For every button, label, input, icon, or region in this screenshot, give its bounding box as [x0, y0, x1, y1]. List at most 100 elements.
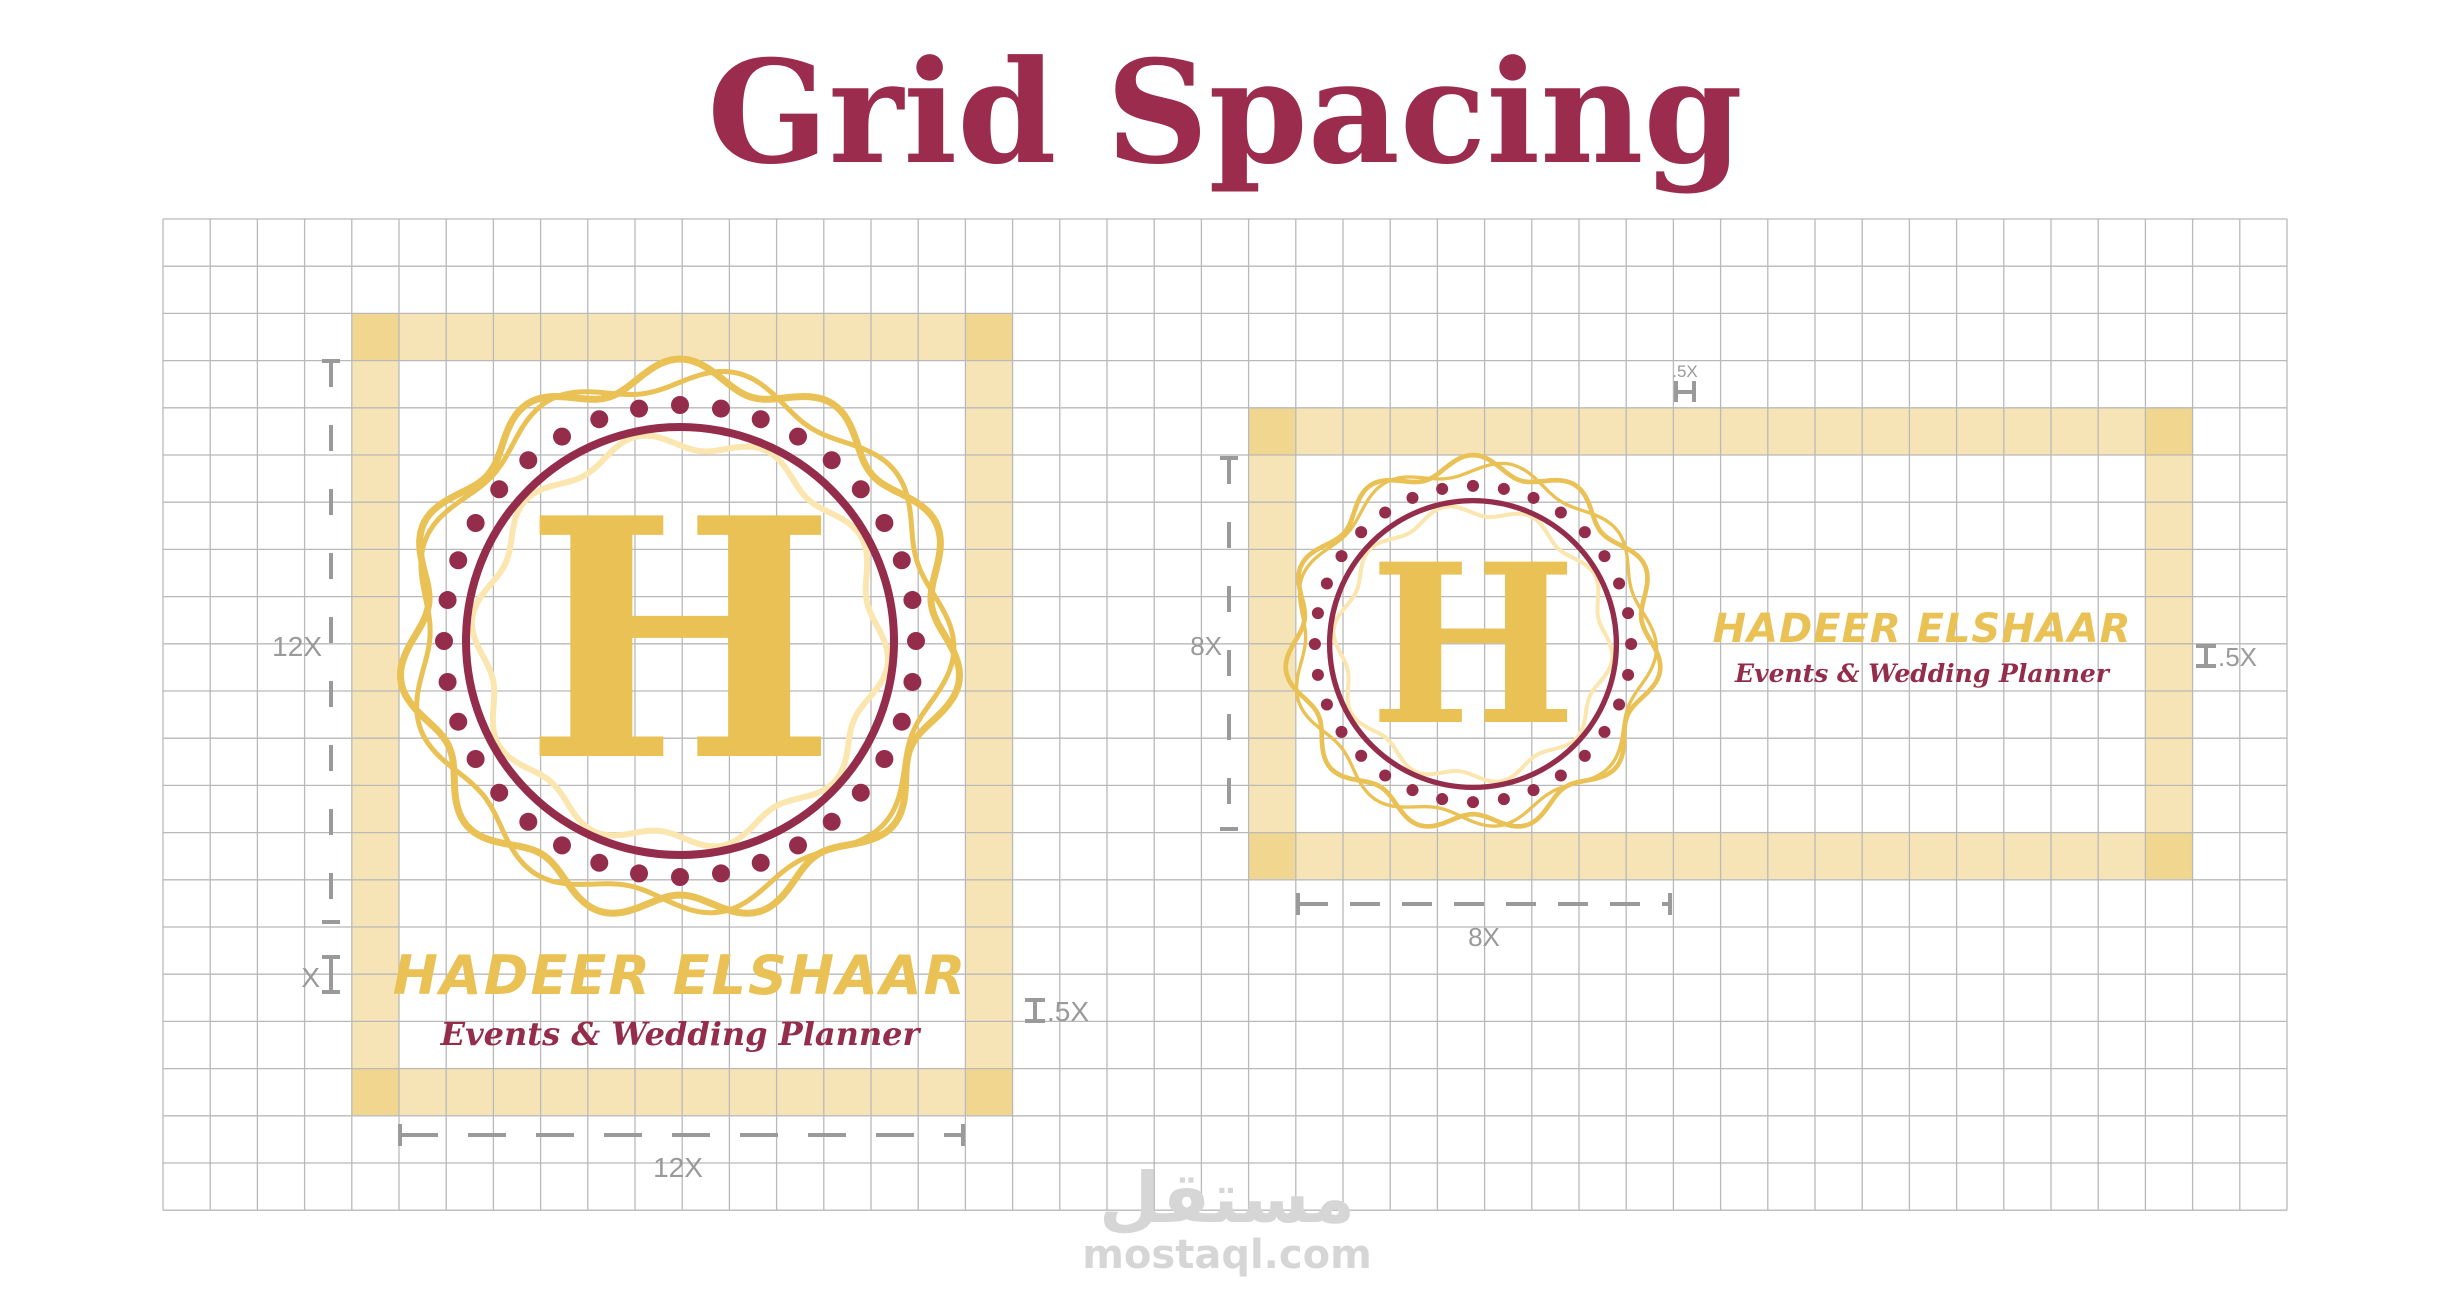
ornament-dot: [1466, 479, 1480, 492]
logo-horizontal: H: [1283, 452, 1663, 829]
label-width-8x: 8X: [1468, 922, 1500, 952]
ornament-dot: [1355, 526, 1368, 539]
label-height-8x: 8X: [1190, 631, 1222, 661]
band-corner: [352, 313, 400, 361]
ornament-dot: [630, 864, 649, 883]
ornament-dot: [1311, 607, 1324, 620]
ornament-dot: [1527, 784, 1540, 797]
label-margin-5x: .5X: [1047, 996, 1089, 1027]
ornament-circle: [1326, 497, 1620, 791]
band-corner: [2144, 831, 2192, 879]
ornament-dot: [1406, 784, 1419, 797]
ornament-dot: [1406, 491, 1419, 504]
ornament-dot: [751, 410, 770, 429]
band-corner: [352, 1067, 400, 1115]
label-width-12x: 12X: [653, 1152, 703, 1183]
measure-height-vertical: [322, 359, 1045, 1146]
ornament-dot: [590, 410, 609, 429]
ornament-dot: [438, 591, 457, 610]
ornament-dot: [519, 451, 538, 470]
ornament-dot: [1613, 698, 1626, 711]
ornament-dot: [1598, 550, 1611, 563]
ornament-dot: [553, 836, 571, 855]
watermark-logo-arabic: مستقل: [1099, 1157, 1355, 1239]
measure-height-horizontal: [1220, 381, 2216, 915]
ornament-dot: [1554, 506, 1567, 519]
ornament-dot: [590, 853, 609, 872]
ornament-dot: [466, 514, 485, 532]
ornament-outer-wave: [396, 355, 964, 917]
band-corner: [2144, 408, 2192, 456]
ornament-dot: [435, 632, 453, 650]
ornament-dot: [466, 750, 485, 768]
ornament-dot: [1578, 526, 1591, 539]
ornament-outer-wave: [1283, 452, 1663, 829]
watermark-url: mostaql.com: [1082, 1232, 1372, 1278]
ornament-dot: [1625, 637, 1638, 651]
ornament-dot: [1527, 491, 1540, 504]
logo-monogram: H: [524, 446, 836, 834]
logo-tagline-horizontal: Events & Wedding Planner: [1734, 659, 2111, 688]
ornament-dot: [851, 783, 870, 802]
ornament-dot: [490, 783, 509, 802]
ornament-dot: [1436, 793, 1449, 806]
ornament-inner-wave: [1331, 504, 1615, 784]
ornament-dot: [907, 632, 925, 650]
ornament-dot: [1622, 668, 1635, 681]
ornament-dot: [1311, 668, 1324, 681]
ornament-dot: [1497, 793, 1510, 806]
ornament-dot: [1355, 749, 1368, 762]
ornament-dot: [1578, 749, 1591, 762]
ornament-dot: [1622, 607, 1635, 620]
ornament-dot: [903, 672, 922, 691]
ornament-dot: [1320, 698, 1333, 711]
ornament-dot: [875, 750, 894, 768]
ornament-inner-wave: [468, 432, 892, 850]
band-left: [352, 360, 400, 1068]
ornament-dot: [1497, 482, 1510, 495]
ornament-dot: [1466, 796, 1480, 809]
band-corner: [965, 313, 1013, 361]
ornament-dot: [438, 672, 457, 691]
ornament-outer-wave-2: [414, 368, 957, 916]
band-corner: [965, 1067, 1013, 1115]
ornament-dot: [1436, 482, 1449, 495]
ornament-dot: [892, 712, 911, 731]
ornament-dot: [1613, 577, 1626, 590]
ornament-dot: [1320, 577, 1333, 590]
ornament-dot: [671, 868, 689, 886]
ornament-dot: [789, 836, 807, 855]
ornament-dot: [751, 853, 770, 872]
ornament-dot: [1598, 725, 1611, 738]
ornament-dot: [903, 591, 922, 610]
ornament-dot: [1379, 506, 1392, 519]
ornament-dot: [789, 427, 807, 446]
ornament-dot: [1335, 725, 1348, 738]
ornament-dot: [822, 812, 841, 831]
band-corner: [1248, 408, 1296, 456]
ornament-dot: [1308, 637, 1321, 651]
logo-name-vertical: HADEER ELSHAAR: [393, 944, 968, 1007]
logo-monogram-small: H: [1369, 515, 1577, 774]
ornament-dot: [1335, 550, 1348, 563]
ornament-dot: [519, 812, 538, 831]
ornament-dot: [1554, 769, 1567, 782]
label-right-margin-5x: .5X: [2218, 642, 2257, 672]
ornament-dot: [851, 480, 870, 499]
ornament-dot: [449, 712, 468, 731]
ornament-dot: [490, 480, 509, 499]
ornament-dot: [822, 451, 841, 470]
ornament-dot: [1379, 769, 1392, 782]
ornament-dot: [553, 427, 571, 446]
ornament-dot: [711, 864, 730, 883]
page-title: Grid Spacing: [707, 30, 1743, 196]
ornament-dot: [875, 514, 894, 532]
band-corner: [1248, 831, 1296, 879]
ornament-dot: [711, 399, 730, 418]
band-right: [965, 360, 1013, 1068]
label-height-12x: 12X: [272, 631, 322, 662]
ornament-outer-wave-2: [1294, 461, 1659, 828]
ornament-dot: [671, 396, 689, 414]
ornament-dot: [630, 399, 649, 418]
